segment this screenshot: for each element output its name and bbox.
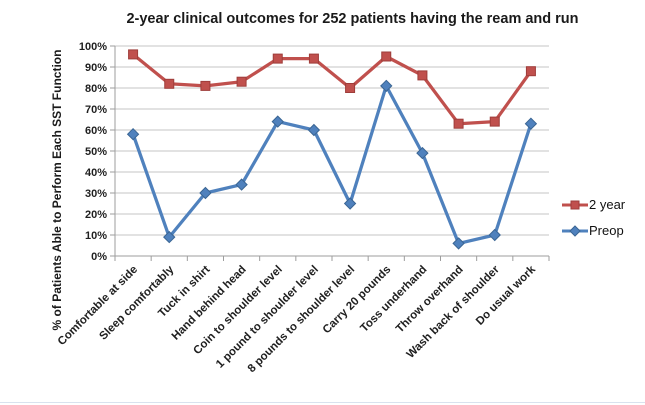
legend-marker-2-year-icon	[562, 200, 588, 209]
chart-title: 2-year clinical outcomes for 252 patient…	[126, 11, 579, 27]
data-point-marker	[488, 228, 501, 242]
data-point-marker	[380, 79, 393, 93]
y-tick-label: 100%	[79, 41, 107, 53]
data-point-marker	[126, 127, 140, 141]
data-point-marker	[236, 76, 247, 87]
data-point-marker	[416, 146, 429, 160]
y-tick-label: 90%	[85, 62, 107, 74]
y-tick-label: 50%	[85, 146, 107, 158]
data-point-marker	[128, 49, 139, 60]
legend-label-2-year: 2 year	[589, 197, 626, 212]
data-point-marker	[163, 230, 176, 244]
data-point-marker	[453, 118, 464, 129]
data-point-marker	[272, 53, 283, 64]
data-point-marker	[417, 70, 428, 81]
data-point-marker	[570, 200, 580, 209]
y-tick-label: 0%	[91, 251, 107, 263]
data-point-marker	[524, 117, 538, 130]
data-point-marker	[381, 51, 392, 62]
legend: 2 year Preop	[562, 197, 625, 238]
data-point-marker	[271, 115, 284, 128]
y-tick-label: 60%	[85, 125, 107, 137]
series-line-preop	[131, 84, 533, 246]
y-tick-label: 80%	[85, 83, 107, 95]
data-point-marker	[235, 178, 248, 191]
series-preop	[126, 79, 538, 250]
legend-item-preop: Preop	[562, 223, 625, 238]
legend-marker-preop-icon	[562, 224, 588, 237]
x-category-label: Throw overhand	[394, 264, 466, 336]
data-point-marker	[164, 78, 175, 89]
legend-label-preop: Preop	[589, 223, 624, 238]
legend-item-2-year: 2 year	[562, 197, 625, 212]
series-2-year	[128, 49, 536, 129]
series-line-2-year	[131, 52, 533, 126]
data-point-marker	[199, 186, 212, 200]
y-tick-label: 30%	[85, 188, 107, 200]
x-category-label: Toss underhand	[358, 264, 429, 335]
data-point-marker	[452, 237, 465, 250]
data-point-marker	[200, 80, 211, 91]
y-tick-label: 40%	[85, 167, 107, 179]
data-point-marker	[525, 66, 536, 77]
data-point-marker	[308, 53, 319, 64]
data-point-marker	[489, 116, 500, 127]
page-bottom-divider	[0, 402, 645, 403]
data-point-marker	[307, 123, 321, 137]
data-point-marker	[345, 83, 356, 93]
y-tick-label: 70%	[85, 104, 107, 116]
y-tick-label: 20%	[85, 209, 107, 221]
y-tick-label: 10%	[85, 230, 107, 242]
data-point-marker	[569, 224, 581, 237]
x-category-label: Carry 20 pounds	[321, 264, 394, 337]
data-point-marker	[343, 197, 357, 210]
